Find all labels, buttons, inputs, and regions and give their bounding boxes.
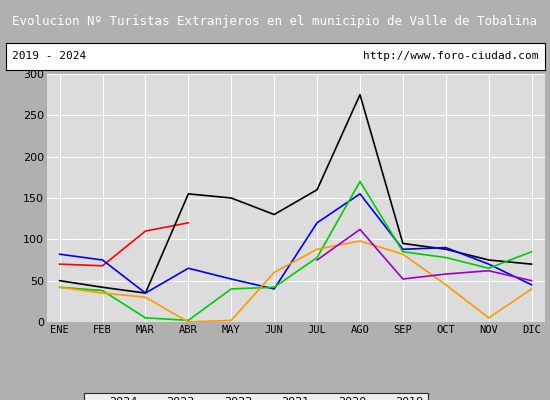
Legend: 2024, 2023, 2022, 2021, 2020, 2019: 2024, 2023, 2022, 2021, 2020, 2019: [84, 393, 428, 400]
Text: http://www.foro-ciudad.com: http://www.foro-ciudad.com: [362, 51, 538, 61]
Text: 2019 - 2024: 2019 - 2024: [12, 51, 86, 61]
Text: Evolucion Nº Turistas Extranjeros en el municipio de Valle de Tobalina: Evolucion Nº Turistas Extranjeros en el …: [13, 14, 537, 28]
